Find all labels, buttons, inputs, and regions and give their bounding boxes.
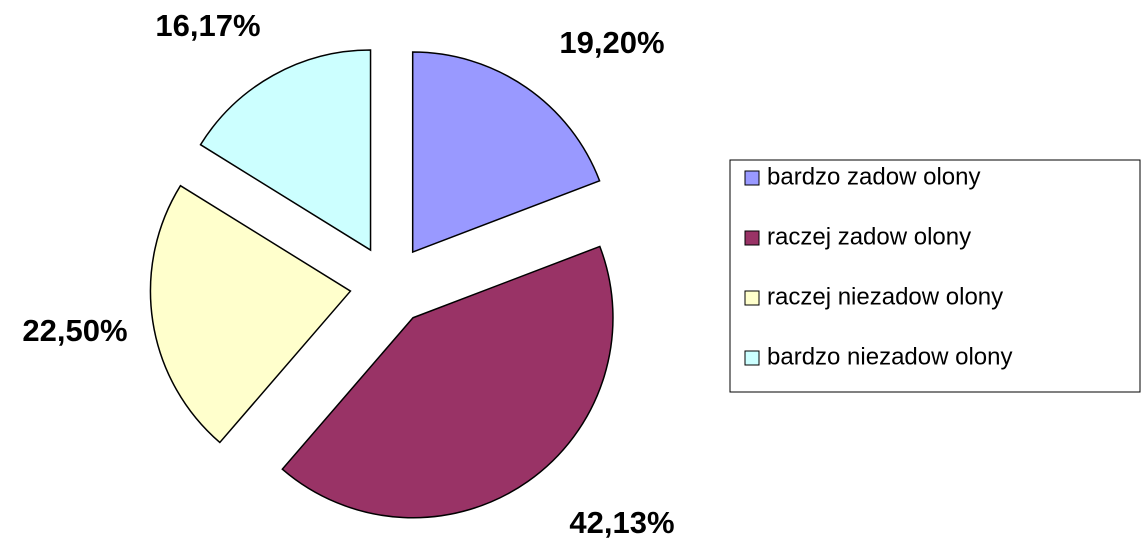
legend-label: raczej zadow olony [767, 223, 971, 250]
legend-label: bardzo zadow olony [767, 163, 980, 190]
legend-box [729, 159, 1141, 393]
slice-label: 16,17% [155, 8, 260, 43]
pie-slice [411, 51, 601, 254]
slice-label: 22,50% [22, 313, 127, 348]
legend-label: raczej niezadow olony [767, 283, 1003, 310]
slice-label: 42,13% [569, 505, 674, 540]
slice-label: 19,20% [559, 25, 664, 60]
legend-label: bardzo niezadow olony [767, 343, 1013, 370]
legend-swatch [744, 230, 760, 246]
legend-swatch [744, 170, 760, 186]
pie-slice [281, 245, 614, 519]
legend-swatch [744, 290, 760, 306]
legend-swatch [744, 350, 760, 366]
pie-slice [149, 184, 352, 444]
pie-slice [199, 49, 372, 252]
